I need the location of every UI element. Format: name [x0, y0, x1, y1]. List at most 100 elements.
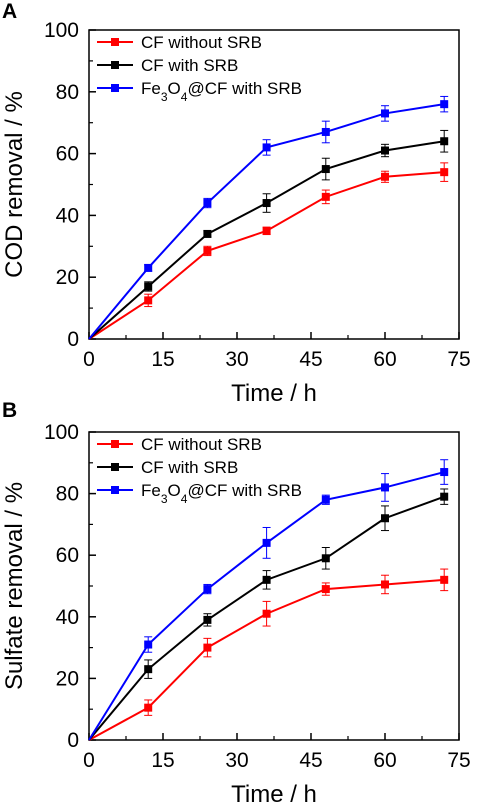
- data-point: [203, 246, 212, 255]
- data-point: [440, 137, 449, 146]
- series-cf-without-srb: [88, 568, 449, 741]
- legend-label: Fe3O4@CF with SRB: [141, 79, 302, 104]
- legend-text-part: @CF with SRB: [187, 79, 302, 98]
- data-point: [203, 229, 212, 238]
- data-point: [262, 575, 271, 584]
- data-point: [440, 468, 449, 477]
- legend-text-part: CF with SRB: [141, 458, 238, 477]
- data-point: [144, 665, 153, 674]
- data-point: [144, 296, 153, 305]
- series-cf-with-srb: [88, 488, 449, 741]
- panel-label: A: [2, 0, 17, 23]
- y-tick-label: 0: [67, 729, 79, 752]
- data-point: [440, 168, 449, 177]
- data-point: [381, 146, 389, 155]
- x-tick-label: 30: [225, 749, 248, 772]
- y-tick-label: 60: [56, 544, 79, 567]
- y-tick-label: 20: [56, 266, 79, 289]
- x-tick-label: 75: [447, 348, 470, 371]
- y-tick-label: 80: [56, 81, 79, 104]
- legend: CF without SRB CF with SRB Fe3O4@CF with S…: [97, 435, 302, 506]
- data-point: [262, 199, 271, 208]
- data-point: [321, 165, 330, 174]
- x-tick-label: 45: [299, 749, 322, 772]
- x-axis-title: Time / h: [231, 781, 317, 808]
- legend-marker: [111, 84, 119, 92]
- data-point: [203, 199, 212, 208]
- x-tick-label: 15: [151, 749, 174, 772]
- plot-frame: [88, 29, 460, 340]
- legend-text-part: O: [168, 481, 181, 500]
- x-tick-label: 75: [447, 749, 470, 772]
- data-point: [144, 282, 153, 291]
- legend-label: Fe3O4@CF with SRB: [141, 481, 302, 506]
- data-point: [381, 580, 389, 589]
- legend-marker: [111, 486, 119, 494]
- data-point: [203, 643, 212, 652]
- legend-label: CF without SRB: [141, 33, 262, 52]
- plot-frame: [88, 431, 460, 741]
- x-tick-label: 60: [373, 348, 396, 371]
- legend-subscript: 4: [181, 90, 188, 104]
- legend-marker: [111, 61, 119, 69]
- data-point: [144, 703, 153, 712]
- data-point: [321, 554, 330, 563]
- series-cf-with-srb: [88, 129, 449, 340]
- y-axis-title: COD removal / %: [1, 91, 28, 278]
- legend: CF without SRB CF with SRB Fe3O4@CF with S…: [97, 33, 302, 104]
- data-point: [144, 640, 153, 649]
- series-fe3o4-cf-with-srb: [88, 459, 449, 741]
- legend-label: CF with SRB: [141, 56, 238, 75]
- x-tick-label: 0: [83, 749, 95, 772]
- legend-marker: [111, 463, 119, 471]
- data-point: [321, 585, 330, 594]
- data-point: [381, 514, 389, 523]
- data-point: [203, 615, 212, 624]
- series-cf-without-srb: [88, 162, 449, 340]
- data-point: [381, 172, 389, 181]
- legend-text-part: CF with SRB: [141, 56, 238, 75]
- legend-text-part: Fe: [141, 481, 161, 500]
- series-fe3o4-cf-with-srb: [88, 95, 449, 340]
- x-tick-label: 0: [83, 348, 95, 371]
- y-axis-title: Sulfate removal / %: [1, 482, 28, 690]
- data-point: [440, 100, 449, 109]
- legend-text-part: CF without SRB: [141, 435, 262, 454]
- legend-text-part: Fe: [141, 79, 161, 98]
- data-point: [262, 609, 271, 618]
- legend-text-part: CF without SRB: [141, 33, 262, 52]
- data-point: [262, 226, 271, 235]
- y-tick-label: 80: [56, 483, 79, 506]
- data-point: [262, 143, 271, 152]
- legend-text-part: O: [168, 79, 181, 98]
- legend-subscript: 3: [161, 90, 168, 104]
- panel-b: B 0 20 40 60 80 100 0 15 30 45 60 75 Time / h Sulfate …: [1, 399, 471, 808]
- data-point: [381, 483, 389, 492]
- y-tick-label: 20: [56, 667, 79, 690]
- legend-text-part: @CF with SRB: [187, 481, 302, 500]
- x-tick-label: 30: [225, 348, 248, 371]
- data-point: [321, 192, 330, 201]
- data-point: [144, 263, 153, 272]
- data-point: [440, 492, 449, 501]
- data-point: [203, 585, 212, 594]
- legend-label: CF without SRB: [141, 435, 262, 454]
- data-point: [381, 109, 389, 118]
- x-tick-label: 60: [373, 749, 396, 772]
- panel-a: A 0 20 40 60 80 100 0 15 30 45 60 75 Time / h COD remo…: [1, 0, 471, 407]
- legend-subscript: 3: [161, 492, 168, 506]
- panel-label: B: [2, 399, 17, 422]
- y-tick-label: 60: [56, 143, 79, 166]
- y-tick-label: 0: [67, 328, 79, 351]
- x-axis-title: Time / h: [231, 380, 317, 407]
- legend-marker: [111, 38, 119, 46]
- data-point: [262, 538, 271, 547]
- legend-subscript: 4: [181, 492, 188, 506]
- y-tick-label: 100: [44, 19, 79, 42]
- legend-marker: [111, 440, 119, 448]
- y-tick-label: 100: [44, 421, 79, 444]
- x-tick-label: 15: [151, 348, 174, 371]
- series-line-cf-with-srb: [88, 140, 445, 340]
- y-tick-label: 40: [56, 204, 79, 227]
